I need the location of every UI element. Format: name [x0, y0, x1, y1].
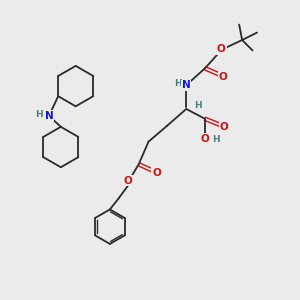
Text: O: O [124, 176, 132, 186]
Text: O: O [219, 72, 227, 82]
Text: O: O [201, 134, 209, 144]
Text: N: N [45, 111, 54, 121]
Text: O: O [220, 122, 228, 132]
Text: O: O [217, 44, 226, 54]
Text: H: H [174, 79, 182, 88]
Text: H: H [194, 101, 201, 110]
Text: H: H [36, 110, 43, 119]
Text: H: H [212, 135, 220, 144]
Text: N: N [182, 80, 190, 90]
Text: O: O [152, 168, 161, 178]
